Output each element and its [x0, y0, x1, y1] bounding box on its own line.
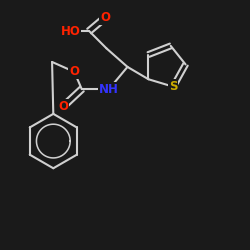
- Text: NH: NH: [99, 83, 119, 96]
- Text: S: S: [169, 80, 177, 93]
- Text: HO: HO: [61, 24, 80, 38]
- Text: O: O: [69, 65, 79, 78]
- Text: O: O: [100, 11, 110, 24]
- Text: O: O: [58, 100, 68, 113]
